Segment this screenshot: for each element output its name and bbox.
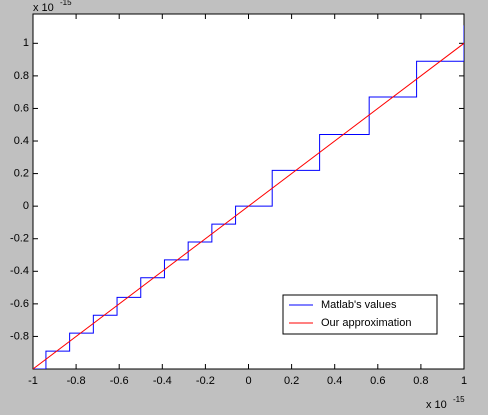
x-multiplier-exponent: -15 [453,395,465,404]
y-tick-label: 0.4 [14,135,29,147]
x-tick-label: 0.6 [370,375,385,387]
y-tick-label: 0 [23,200,29,212]
x-multiplier: x 10 [426,399,447,411]
x-tick-label: 0 [245,375,251,387]
y-tick-label: -0.4 [10,265,29,277]
x-tick-label: -0.8 [67,375,86,387]
plot-area [33,25,464,369]
y-tick-label: 0.2 [14,167,29,179]
x-tick-label: -0.2 [196,375,215,387]
y-multiplier: x 10 [33,2,54,14]
y-tick-label: 0.6 [14,102,29,114]
x-tick-label: 0.4 [327,375,342,387]
x-tick-label: 0.2 [284,375,299,387]
x-tick-label: -1 [28,375,38,387]
y-multiplier-exponent: -15 [60,0,72,7]
x-tick-label: 0.8 [413,375,428,387]
y-tick-label: -0.6 [10,298,29,310]
y-tick-label: -0.2 [10,233,29,245]
series-line [33,25,464,369]
x-tick-label: -0.6 [110,375,129,387]
series-line [33,42,464,369]
legend-label: Our approximation [321,317,412,329]
legend-box [282,294,438,335]
y-tick-label: 1 [23,37,29,49]
y-tick-label: -0.8 [10,330,29,342]
x-tick-label: 1 [461,375,467,387]
legend-label: Matlab's values [321,299,397,311]
x-tick-label: -0.4 [153,375,172,387]
y-tick-label: 0.8 [14,70,29,82]
